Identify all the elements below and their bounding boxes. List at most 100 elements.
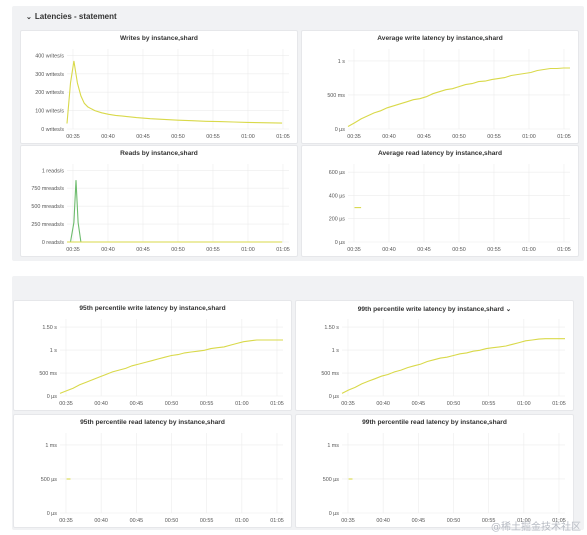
chart-avg_read: 0 µs 200 µs 400 µs 600 µs 00:35 00:40 00:45 00:… [329, 164, 571, 253]
x-tick-label: 00:45 [130, 401, 144, 407]
x-tick-label: 01:05 [552, 401, 566, 407]
x-tick-label: 01:00 [241, 247, 255, 253]
panel-title[interactable]: Average read latency by instance,shard [378, 150, 502, 157]
y-tick-label: 500 ms [321, 371, 339, 377]
panel-title[interactable]: 99th percentile read latency by instance… [362, 419, 507, 426]
series-line [341, 338, 565, 394]
y-tick-label: 400 µs [329, 193, 346, 199]
y-tick-label: 1 s [332, 348, 339, 354]
y-tick-label: 0 µs [329, 511, 340, 517]
watermark: @稀土掘金技术社区 [491, 522, 581, 533]
panel-reads: Reads by instance,shard 0 reads/s 250 mre… [20, 145, 298, 257]
x-tick-label: 01:05 [557, 247, 571, 253]
x-tick-label: 01:05 [276, 134, 290, 140]
x-tick-label: 00:55 [482, 518, 496, 524]
y-tick-label: 1 s [338, 59, 345, 65]
panel-avg-read: Average read latency by instance,shard 0… [301, 145, 579, 257]
x-tick-label: 00:40 [376, 518, 390, 524]
x-tick-label: 00:35 [59, 401, 73, 407]
panel-title[interactable]: Writes by instance,shard [120, 35, 198, 42]
y-tick-label: 500 ms [327, 93, 345, 99]
y-tick-label: 1 ms [327, 443, 339, 449]
panel-title[interactable]: Reads by instance,shard [120, 150, 198, 157]
x-tick-label: 00:40 [101, 247, 115, 253]
x-tick-label: 00:50 [165, 518, 179, 524]
x-tick-label: 00:45 [130, 518, 144, 524]
x-tick-label: 00:35 [66, 247, 80, 253]
x-tick-label: 00:40 [376, 401, 390, 407]
x-tick-label: 00:50 [452, 247, 466, 253]
x-tick-label: 01:00 [241, 134, 255, 140]
x-tick-label: 00:45 [136, 134, 150, 140]
x-tick-label: 00:35 [59, 518, 73, 524]
chevron-down-icon[interactable]: ⌄ [26, 14, 32, 21]
x-tick-label: 00:35 [341, 401, 355, 407]
x-tick-label: 00:40 [94, 518, 108, 524]
y-tick-label: 400 writes/s [35, 53, 64, 59]
y-tick-label: 1 s [50, 348, 57, 354]
chart-writes: 0 writes/s 100 writes/s 200 writes/s 300 wr… [35, 49, 290, 140]
chart-avg_write: 0 µs 500 ms 1 s 00:35 00:40 00:45 00:50 00:55 01… [327, 49, 571, 140]
y-tick-label: 500 mreads/s [31, 204, 64, 210]
y-tick-label: 1.50 s [324, 325, 339, 331]
chart-p99_read: 0 µs 500 µs 1 ms 00:35 00:40 00:45 00:50 00:55 0… [323, 433, 566, 524]
y-tick-label: 0 µs [335, 127, 346, 133]
x-tick-label: 00:55 [487, 134, 501, 140]
y-tick-label: 0 writes/s [41, 127, 64, 133]
panel-p99-read: 99th percentile read latency by instance… [295, 414, 574, 528]
y-tick-label: 500 µs [323, 477, 340, 483]
chart-p95_read: 0 µs 500 µs 1 ms 00:35 00:40 00:45 00:50 00:55 0… [41, 433, 284, 524]
panel-writes: Writes by instance,shard 0 writes/s 100 w… [20, 30, 298, 144]
y-tick-label: 500 µs [41, 477, 58, 483]
x-tick-label: 01:05 [270, 401, 284, 407]
x-tick-label: 00:55 [200, 401, 214, 407]
x-tick-label: 00:35 [66, 134, 80, 140]
x-tick-label: 01:05 [557, 134, 571, 140]
x-tick-label: 00:55 [482, 401, 496, 407]
y-tick-label: 0 µs [335, 240, 346, 246]
x-tick-label: 01:05 [552, 518, 566, 524]
x-tick-label: 01:05 [276, 247, 290, 253]
x-tick-label: 00:45 [136, 247, 150, 253]
series-line [59, 339, 283, 394]
x-tick-label: 00:35 [347, 247, 361, 253]
x-tick-label: 00:50 [171, 247, 185, 253]
section-header[interactable]: ⌄ Latencies - statement [26, 12, 117, 21]
x-tick-label: 00:45 [417, 247, 431, 253]
y-tick-label: 1 ms [45, 443, 57, 449]
x-tick-label: 00:40 [94, 401, 108, 407]
series-line [67, 180, 283, 243]
x-tick-label: 00:50 [447, 401, 461, 407]
chart-reads: 0 reads/s 250 mreads/s 500 mreads/s 750 mre… [31, 164, 290, 253]
y-tick-label: 200 µs [329, 217, 346, 223]
panel-p95-write: 95th percentile write latency by instanc… [13, 300, 292, 411]
x-tick-label: 00:45 [417, 134, 431, 140]
panel-title[interactable]: Average write latency by instance,shard [377, 35, 503, 42]
panel-title[interactable]: 99th percentile write latency by instanc… [357, 306, 512, 313]
y-tick-label: 0 µs [47, 394, 58, 400]
y-tick-label: 750 mreads/s [31, 186, 64, 192]
x-tick-label: 00:50 [171, 134, 185, 140]
series-line [66, 60, 283, 124]
x-tick-label: 00:35 [347, 134, 361, 140]
chevron-down-icon[interactable]: ⌄ [505, 306, 512, 313]
x-tick-label: 00:40 [382, 247, 396, 253]
y-tick-label: 500 ms [39, 371, 57, 377]
x-tick-label: 00:45 [412, 401, 426, 407]
section-title: Latencies - statement [34, 12, 117, 21]
x-tick-label: 00:40 [101, 134, 115, 140]
y-tick-label: 1.50 s [42, 325, 57, 331]
x-tick-label: 00:55 [206, 134, 220, 140]
panel-p99-write: 99th percentile write latency by instanc… [295, 300, 574, 411]
panel-title[interactable]: 95th percentile write latency by instanc… [79, 305, 226, 312]
y-tick-label: 0 reads/s [42, 240, 64, 246]
panel-title[interactable]: 95th percentile read latency by instance… [80, 419, 225, 426]
x-tick-label: 01:00 [517, 518, 531, 524]
x-tick-label: 01:00 [235, 518, 249, 524]
x-tick-label: 01:00 [522, 134, 536, 140]
x-tick-label: 00:55 [206, 247, 220, 253]
x-tick-label: 00:50 [165, 401, 179, 407]
y-tick-label: 0 µs [329, 394, 340, 400]
panel-p95-read: 95th percentile read latency by instance… [13, 414, 292, 528]
x-tick-label: 01:00 [235, 401, 249, 407]
